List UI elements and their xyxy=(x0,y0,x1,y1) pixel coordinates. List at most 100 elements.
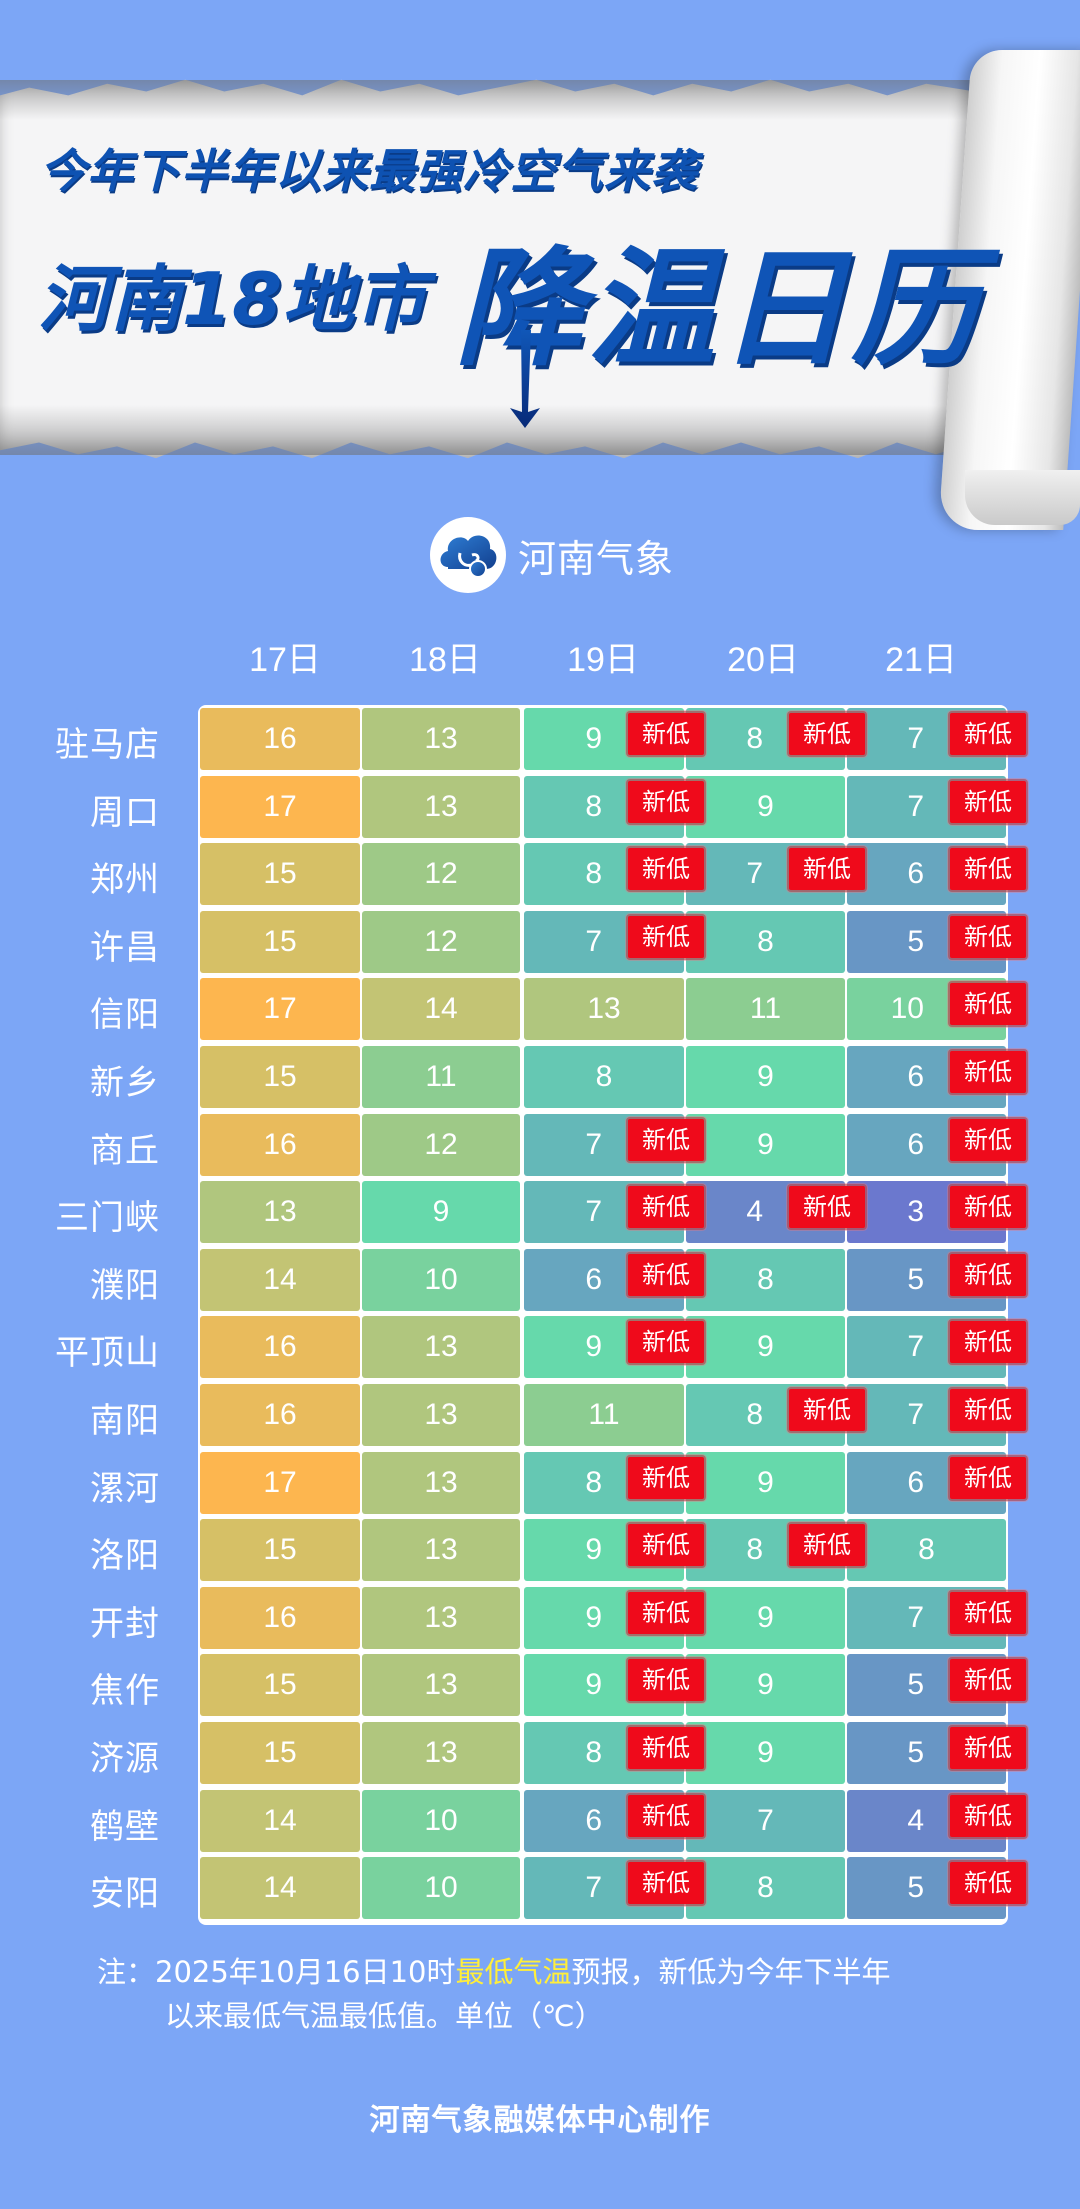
new-low-badge: 新低 xyxy=(628,1253,704,1296)
new-low-badge: 新低 xyxy=(628,1862,704,1905)
city-label: 驻马店 xyxy=(55,725,160,765)
temperature-value: 8 xyxy=(757,1871,774,1905)
title-emphasis: 降温日历 xyxy=(455,235,984,384)
temperature-value: 7 xyxy=(746,857,763,891)
temperature-value: 13 xyxy=(424,1736,458,1769)
temperature-value: 9 xyxy=(432,1195,450,1229)
temperature-value: 4 xyxy=(746,1195,763,1229)
table-row: 14 10 6 新低 7 4 新低 xyxy=(198,1787,1026,1855)
temperature-value: 6 xyxy=(907,1465,924,1499)
temperature-value: 8 xyxy=(746,1398,763,1431)
temperature-value: 6 xyxy=(585,1803,602,1837)
table-row: 15 11 8 9 6 新低 xyxy=(198,1043,1026,1111)
temperature-cell: 15 xyxy=(200,843,360,906)
city-label: 安阳 xyxy=(90,1874,160,1915)
new-low-badge: 新低 xyxy=(789,1186,865,1229)
column-header-18: 18日 xyxy=(409,641,481,679)
temperature-value: 13 xyxy=(424,1668,458,1702)
paper-roll-end xyxy=(965,470,1080,525)
temperature-cell: 16 xyxy=(200,1113,360,1176)
temperature-table: 16 13 9 新低 8 新低 7 新低 17 13 8 新低 9 7 新低 15 12 8 新低 7 新低 6 新低 15 1… xyxy=(198,705,1026,1925)
city-label: 信阳 xyxy=(90,995,160,1036)
temperature-cell: 13 xyxy=(362,1654,520,1717)
temperature-value: 15 xyxy=(263,1533,297,1567)
column-header-17: 17日 xyxy=(249,641,321,679)
column-header-19: 19日 xyxy=(567,641,639,679)
column-header-20: 20日 xyxy=(727,641,799,679)
temperature-cell: 13 xyxy=(362,1316,520,1379)
temperature-value: 11 xyxy=(749,992,782,1026)
temperature-value: 6 xyxy=(585,1262,602,1296)
temperature-cell: 12 xyxy=(362,1113,520,1176)
temperature-value: 9 xyxy=(757,1668,774,1702)
city-label: 新乡 xyxy=(90,1063,160,1103)
temperature-value: 13 xyxy=(424,1600,458,1634)
temperature-value: 14 xyxy=(263,1871,297,1905)
new-low-badge: 新低 xyxy=(950,1591,1026,1634)
city-label: 鹤壁 xyxy=(90,1806,160,1847)
table-row: 15 13 9 新低 8 新低 8 xyxy=(198,1516,1008,1584)
temperature-value: 17 xyxy=(263,789,297,823)
temperature-value: 7 xyxy=(907,789,924,823)
new-low-badge: 新低 xyxy=(950,848,1026,891)
temperature-value: 11 xyxy=(425,1060,457,1093)
new-low-badge: 新低 xyxy=(628,1186,704,1229)
table-row: 16 12 7 新低 9 6 新低 xyxy=(198,1111,1026,1179)
new-low-badge: 新低 xyxy=(628,1456,704,1499)
temperature-value: 5 xyxy=(907,924,924,958)
temperature-value: 15 xyxy=(263,924,297,958)
new-low-badge: 新低 xyxy=(628,848,704,891)
temperature-value: 9 xyxy=(585,1668,602,1702)
temperature-cell: 12 xyxy=(362,843,520,906)
table-row: 16 13 9 新低 8 新低 7 新低 xyxy=(198,705,1026,773)
temperature-value: 15 xyxy=(263,1060,297,1093)
temperature-value: 12 xyxy=(424,924,458,958)
temperature-value: 7 xyxy=(757,1803,774,1837)
new-low-badge: 新低 xyxy=(950,1456,1026,1499)
temperature-value: 9 xyxy=(585,722,602,755)
temperature-cell: 15 xyxy=(200,1519,360,1582)
temperature-value: 8 xyxy=(746,722,763,755)
city-label: 商丘 xyxy=(90,1130,160,1171)
new-low-badge: 新低 xyxy=(628,1321,704,1364)
temperature-cell: 13 xyxy=(362,1586,520,1649)
new-low-badge: 新低 xyxy=(950,1727,1026,1769)
new-low-badge: 新低 xyxy=(950,1659,1026,1702)
new-low-badge: 新低 xyxy=(950,713,1026,755)
temperature-value: 8 xyxy=(585,857,602,891)
city-label: 漯河 xyxy=(90,1468,160,1509)
paper-shadow-bottom xyxy=(0,405,975,455)
temperature-value: 7 xyxy=(585,1127,602,1161)
logo-text: 河南气象 xyxy=(518,536,675,581)
footnote-suffix: 预报，新低为今年下半年 xyxy=(571,1955,891,1989)
temperature-value: 17 xyxy=(263,1465,297,1499)
temperature-cell: 7 xyxy=(686,1789,845,1852)
down-arrow-icon xyxy=(510,330,540,428)
temperature-value: 13 xyxy=(424,1533,458,1567)
temperature-cell: 16 xyxy=(200,708,360,770)
temperature-value: 7 xyxy=(907,722,924,755)
temperature-cell: 9 xyxy=(686,1046,845,1108)
temperature-cell: 15 xyxy=(200,1722,360,1784)
temperature-value: 13 xyxy=(424,1398,458,1431)
city-label: 济源 xyxy=(90,1739,160,1779)
city-label: 开封 xyxy=(90,1603,160,1644)
table-row: 16 13 9 新低 9 7 新低 xyxy=(198,1584,1026,1652)
table-row: 16 13 11 8 新低 7 新低 xyxy=(198,1381,1026,1449)
paper-shadow-top xyxy=(0,80,975,120)
temperature-value: 9 xyxy=(757,789,774,823)
city-label: 周口 xyxy=(90,792,160,833)
temperature-value: 15 xyxy=(263,1668,297,1702)
temperature-cell: 11 xyxy=(362,1046,520,1108)
temperature-value: 8 xyxy=(746,1533,763,1567)
subtitle: 今年下半年以来最强冷空气来袭 xyxy=(40,144,698,198)
temperature-value: 6 xyxy=(907,1127,924,1161)
temperature-value: 14 xyxy=(263,1262,297,1296)
table-row: 15 12 8 新低 7 新低 6 新低 xyxy=(198,840,1026,908)
city-label: 平顶山 xyxy=(55,1333,160,1374)
temperature-value: 16 xyxy=(263,1398,297,1431)
new-low-badge: 新低 xyxy=(950,1862,1026,1905)
table-row: 15 13 8 新低 9 5 新低 xyxy=(198,1719,1026,1787)
new-low-badge: 新低 xyxy=(628,1591,704,1634)
new-low-badge: 新低 xyxy=(628,1727,704,1769)
